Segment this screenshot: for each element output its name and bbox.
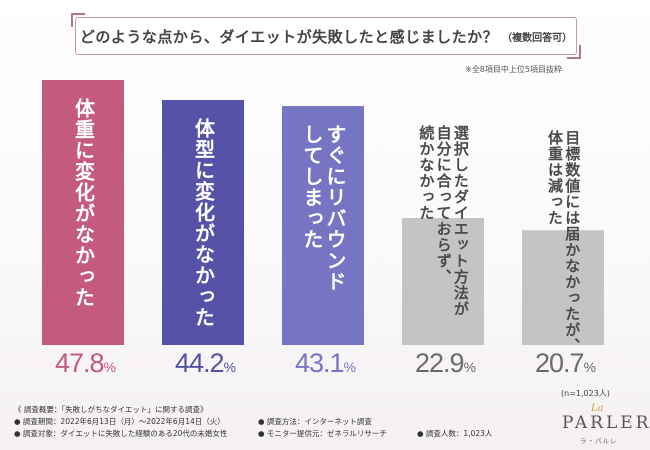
survey-target: ● 調査対象：ダイエットに失敗した経験のある20代の未婚女性 [14,429,228,438]
bar-value-1: 47.8% [55,348,116,379]
bar-value-4: 22.9% [415,348,476,379]
value-number: 22.9 [415,348,465,378]
value-unit: % [223,359,237,375]
logo-kana: ラ・パルレ [580,437,618,445]
logo-name: PARLER [562,413,650,433]
value-number: 47.8 [55,348,105,378]
chart-title-sub: （複数回答可） [502,32,573,44]
survey-provider: ● モニター提供元：ゼネラルリサーチ [258,429,387,438]
bar-label-3: すぐにリバウンド してしまった [300,124,347,293]
bar-label-line: してしまった [300,124,324,251]
value-number: 43.1 [295,348,345,378]
value-unit: % [103,359,117,375]
bar-value-2: 44.2% [175,348,236,379]
la-parler-logo: La PARLER ラ・パルレ [558,403,648,447]
bar-label-2: 体型に変化がなかった [191,117,216,328]
value-unit: % [463,359,477,375]
bar-label-5: 目標数値には届かなかったが、 体重は減った [546,130,581,354]
survey-title: 《 調査概要：「失敗しがちなダイエット」に関する調査》 [14,405,208,414]
title-corner-decoration [567,45,581,59]
title-corner-decoration [71,13,85,27]
bar-value-5: 20.7% [535,348,596,379]
bar-label-4: 選択したダイエット方法が 自分に合っておらず、 続かなかった [417,125,470,317]
bar-label-line: 自分に合っておらず、 [434,125,453,285]
chart-title: どのような点から、ダイエットが失敗したと感じましたか？ [79,27,499,46]
value-number: 44.2 [175,348,225,378]
bar-3 [282,106,364,345]
bar-value-3: 43.1% [295,348,356,379]
survey-overview: 《 調査概要：「失敗しがちなダイエット」に関する調査》 ● 調査期間：2022年… [14,404,227,440]
bar-2 [162,99,244,345]
bar-4 [402,218,484,345]
survey-overview-col2: ● 調査方法：インターネット調査 ● モニター提供元：ゼネラルリサーチ [258,416,387,440]
sample-size-note: (n=1,023人) [561,389,610,398]
logo-script: La [591,403,604,414]
survey-count: ● 調査人数：1,023人 [417,429,493,438]
bar-label-line: すぐにリバウンド [323,124,347,293]
bar-label-line: 目標数値には届かなかったが、 [563,130,582,354]
chart-title-box: どのような点から、ダイエットが失敗したと感じましたか？ （複数回答可） [75,17,577,55]
bar-label-line: 選択したダイエット方法が [451,125,470,317]
bar-label-line: 体重に変化がなかった [71,98,96,308]
value-unit: % [343,359,357,375]
survey-period: ● 調査期間：2022年6月13日（月）〜2022年6月14日（火） [14,417,225,426]
survey-method: ● 調査方法：インターネット調査 [258,417,372,426]
value-unit: % [583,359,597,375]
bar-1 [42,80,124,345]
selection-note: ※全8項目中上位5項目抜粋 [465,65,562,74]
bar-label-1: 体重に変化がなかった [71,98,96,308]
bar-5 [522,230,604,345]
bar-label-line: 続かなかった [417,125,436,221]
bar-label-line: 体型に変化がなかった [191,117,216,328]
value-number: 20.7 [535,348,585,378]
bar-label-line: 体重は減った [546,130,564,226]
